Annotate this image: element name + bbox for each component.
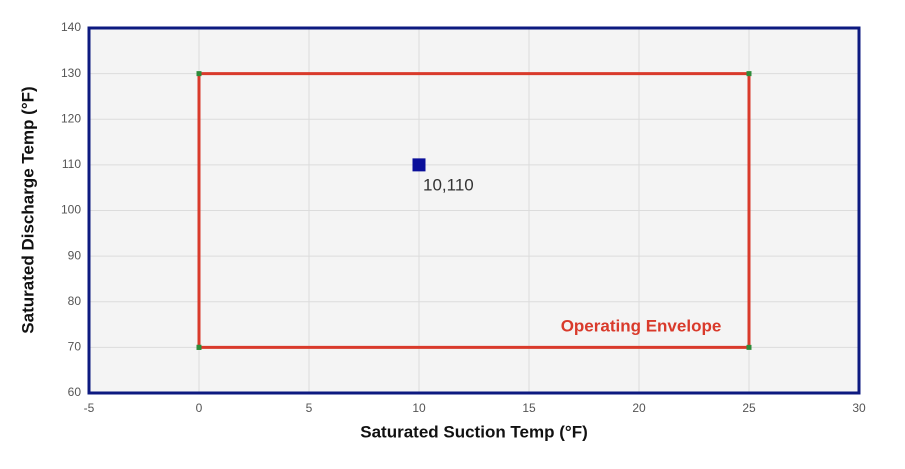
x-tick-label: 25 [742,401,756,415]
y-tick-label: 90 [68,248,82,262]
y-tick-label: 140 [61,20,81,34]
y-tick-label: 60 [68,385,82,399]
envelope-vertex [746,344,752,350]
plot-frame [87,26,861,395]
y-tick-label: 100 [61,203,81,217]
x-tick-label: 30 [852,401,866,415]
data-label: 10,110 [423,175,474,194]
y-tick-label: 70 [68,340,82,354]
x-tick-label: 15 [522,401,536,415]
x-axis-title: Saturated Suction Temp (°F) [360,422,588,441]
marks [196,71,752,350]
y-tick-label: 110 [62,157,81,171]
envelope-label: Operating Envelope [561,316,722,335]
y-tick-label: 120 [61,111,81,125]
y-tick-label: 130 [61,66,81,80]
data-point [412,158,426,172]
envelope-vertex [196,344,202,350]
x-tick-label: 5 [306,401,313,415]
envelope-vertex [746,71,752,77]
x-tick-label: -5 [84,401,95,415]
envelope-vertex [196,71,202,77]
y-axis-title: Saturated Discharge Temp (°F) [18,86,37,333]
x-tick-label: 10 [412,401,426,415]
x-tick-label: 0 [196,401,203,415]
y-tick-label: 80 [68,294,82,308]
x-tick-label: 20 [632,401,646,415]
